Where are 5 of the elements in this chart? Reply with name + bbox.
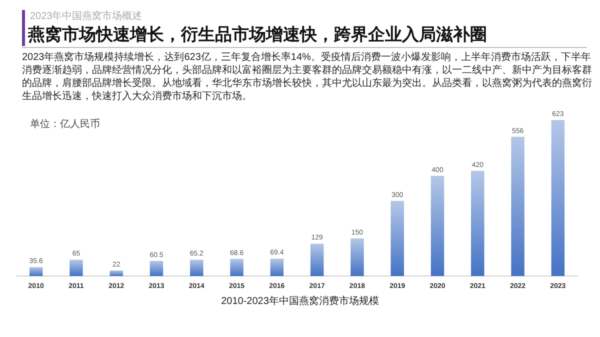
- x-axis-title: 2010-2023年中国燕窝消费市场规模: [221, 295, 379, 307]
- paragraph: 2023年燕窝市场规模持续增长，达到623亿，三年复合增长率14%。受疫情后消费一波小爆发影响，上半年消费市场活跃，下半年消费逐渐趋弱，品牌经营情况分化，头部品牌和以富裕圈层为主要客群的品牌交易额稳中有涨，以一二线中产、新中产为目标客群的品牌，肩腰部品牌增长受限。从地域看，华北华东市场增长较快，其中尤以山东最为突出。从品类看，以燕窝粥为代表的燕窝衍生品增长迅速，快速打入大众消费市场和下沉市场。: [22, 51, 592, 103]
- title: 燕窝市场快速增长，衍生品市场增速快，跨界企业入局滋补圈: [28, 24, 487, 46]
- y-axis-title: 单位：亿人民币: [30, 118, 100, 130]
- kicker: 2023年中国燕窝市场概述: [30, 10, 142, 23]
